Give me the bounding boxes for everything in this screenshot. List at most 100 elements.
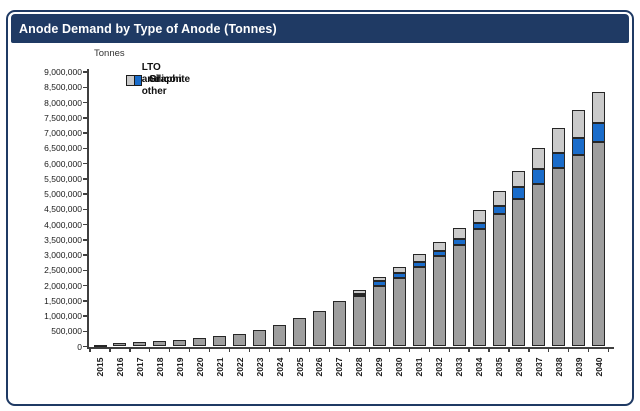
x-axis-tick bbox=[548, 347, 550, 352]
bar-2040-silicon bbox=[592, 123, 606, 143]
x-axis-label-2030: 2030 bbox=[394, 357, 405, 377]
x-axis-tick bbox=[328, 347, 330, 352]
y-axis-tick bbox=[83, 345, 87, 348]
x-axis-tick bbox=[608, 347, 610, 352]
bar-2028-graphite bbox=[352, 296, 366, 347]
bar-2023-graphite bbox=[253, 329, 267, 347]
x-axis-label-2025: 2025 bbox=[294, 357, 305, 377]
bar-2027-graphite bbox=[332, 301, 346, 347]
y-axis-tick bbox=[83, 86, 87, 88]
y-axis-tick-label-7000000: 7,000,000 bbox=[44, 128, 82, 138]
y-axis-tick-label-2500000: 2,500,000 bbox=[44, 265, 82, 276]
bar-2018-graphite bbox=[153, 341, 167, 347]
bar-2036-silicon bbox=[512, 187, 526, 200]
plot-area: Tonnes Graphite Silicon LTO and other 0 5… bbox=[8, 43, 630, 403]
bar-2037-graphite bbox=[532, 183, 546, 347]
x-axis-label-2032: 2032 bbox=[434, 357, 445, 377]
bar-2028-lto bbox=[352, 289, 366, 294]
bar-2033-lto bbox=[452, 227, 466, 239]
x-axis-label-2035: 2035 bbox=[494, 357, 504, 377]
y-axis-tick-label-0: 0 bbox=[77, 341, 82, 352]
bar-2031-lto bbox=[412, 254, 426, 262]
x-axis-label-2019: 2019 bbox=[174, 357, 185, 377]
x-axis-label-2033: 2033 bbox=[454, 357, 465, 377]
x-axis-tick bbox=[268, 347, 271, 352]
x-axis-line bbox=[87, 346, 614, 349]
bar-2030-silicon bbox=[392, 272, 406, 278]
y-axis-tick-label-8000000: 8,000,000 bbox=[44, 97, 82, 108]
x-axis-tick bbox=[408, 347, 410, 352]
x-axis-label-2023: 2023 bbox=[254, 357, 265, 377]
x-axis-tick bbox=[149, 347, 151, 352]
x-axis-label-2016: 2016 bbox=[114, 357, 125, 377]
x-axis-tick bbox=[169, 347, 171, 352]
bar-2032-silicon bbox=[432, 250, 446, 256]
y-axis-tick bbox=[83, 193, 87, 195]
y-axis-tick-label-1000000: 1,000,000 bbox=[44, 311, 82, 321]
y-axis-tick-label-500000: 500,000 bbox=[51, 326, 82, 337]
y-axis-tick bbox=[83, 132, 87, 134]
x-axis-tick bbox=[308, 347, 311, 352]
legend-label-graphite: Graphite bbox=[149, 74, 191, 85]
x-axis-tick bbox=[229, 347, 231, 352]
x-axis-tick bbox=[249, 347, 251, 352]
x-axis-label-2038: 2038 bbox=[553, 357, 564, 377]
x-axis-label-2039: 2039 bbox=[573, 357, 584, 377]
y-axis-tick-label-4000000: 4,000,000 bbox=[44, 219, 82, 230]
y-axis-tick bbox=[83, 147, 87, 149]
bar-2031-graphite bbox=[412, 267, 426, 347]
y-axis-tick-label-8500000: 8,500,000 bbox=[44, 82, 82, 93]
bar-2034-graphite bbox=[472, 229, 486, 347]
legend-label-lto: LTO and other bbox=[141, 62, 167, 97]
bar-2039-lto bbox=[572, 110, 586, 139]
x-axis-label-2029: 2029 bbox=[374, 357, 385, 377]
legend-swatch-lto bbox=[126, 74, 135, 86]
y-axis-tick-label-2000000: 2,000,000 bbox=[44, 280, 82, 291]
bar-2037-lto bbox=[532, 147, 546, 170]
bar-2017-graphite bbox=[133, 342, 147, 347]
bar-2036-graphite bbox=[512, 199, 526, 347]
y-axis-tick-label-6000000: 6,000,000 bbox=[44, 158, 82, 169]
x-axis-label-2018: 2018 bbox=[154, 357, 165, 377]
card-header: Anode Demand by Type of Anode (Tonnes) bbox=[11, 14, 629, 43]
x-axis-label-2015: 2015 bbox=[95, 357, 105, 377]
bar-2035-silicon bbox=[492, 205, 506, 215]
bar-2033-silicon bbox=[452, 238, 466, 245]
bar-2025-graphite bbox=[293, 317, 306, 347]
y-axis-tick bbox=[83, 71, 87, 73]
x-axis-label-2031: 2031 bbox=[414, 357, 425, 377]
bar-2033-graphite bbox=[452, 244, 466, 347]
bar-2040-graphite bbox=[592, 142, 606, 347]
bar-2029-lto bbox=[372, 276, 386, 282]
y-axis-tick bbox=[83, 284, 87, 287]
bar-2030-graphite bbox=[392, 277, 406, 347]
y-axis-tick-label-5500000: 5,500,000 bbox=[44, 173, 82, 184]
bar-2030-lto bbox=[392, 266, 406, 273]
y-axis-tick bbox=[83, 178, 87, 180]
x-axis-label-2034: 2034 bbox=[474, 357, 485, 377]
bar-2029-silicon bbox=[372, 281, 386, 286]
bar-2038-lto bbox=[552, 128, 566, 154]
y-axis-line bbox=[87, 69, 89, 349]
y-axis-tick-label-4500000: 4,500,000 bbox=[44, 204, 82, 215]
y-axis-tick-label-3000000: 3,000,000 bbox=[44, 250, 82, 260]
y-axis-tick-label-9000000: 9,000,000 bbox=[44, 67, 82, 77]
bar-2036-lto bbox=[512, 171, 526, 188]
bar-2032-graphite bbox=[432, 255, 446, 347]
y-axis-tick bbox=[83, 101, 87, 104]
y-axis-tick bbox=[83, 315, 87, 317]
bar-2015-graphite bbox=[93, 344, 107, 347]
bar-2020-graphite bbox=[193, 337, 207, 347]
y-axis-tick-label-5000000: 5,000,000 bbox=[44, 189, 82, 199]
bar-2039-silicon bbox=[572, 138, 586, 156]
x-axis-label-2022: 2022 bbox=[234, 357, 245, 377]
bar-2016-graphite bbox=[113, 343, 127, 347]
y-axis-title: Tonnes bbox=[94, 48, 125, 59]
bar-2026-graphite bbox=[312, 311, 326, 347]
y-axis-tick-label-3500000: 3,500,000 bbox=[44, 234, 82, 245]
legend-label-silicon: Silicon bbox=[149, 74, 182, 85]
y-axis-tick bbox=[83, 239, 87, 241]
x-axis-tick bbox=[568, 347, 570, 352]
y-axis-tick-label-7500000: 7,500,000 bbox=[44, 112, 82, 123]
y-axis-tick bbox=[83, 300, 87, 302]
